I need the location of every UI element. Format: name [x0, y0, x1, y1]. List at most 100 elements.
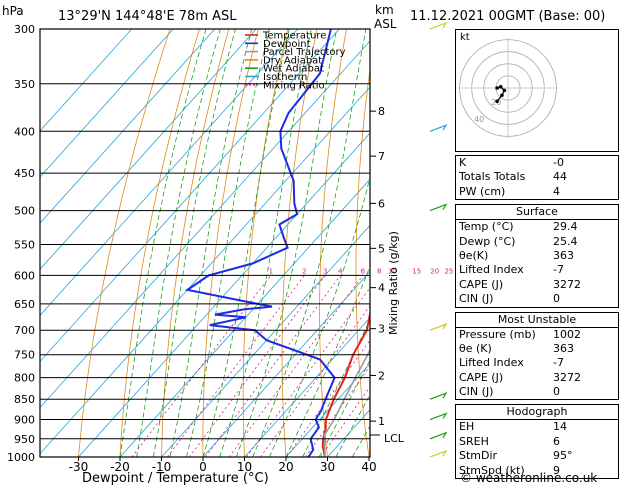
hodo-value: 95° [553, 449, 573, 463]
hodograph-kt-label: kt [460, 32, 470, 43]
wet-adiabat-line [335, 394, 370, 457]
mu-row: CIN (J) 0 [456, 385, 618, 399]
mixing-ratio-tick-label: 15 [412, 267, 421, 275]
pressure-tick-label: 450 [14, 167, 35, 180]
isotherm-line [202, 270, 370, 457]
asl-label: ASL [374, 17, 397, 31]
mixing-ratio-line [167, 275, 305, 457]
surface-value: 0 [553, 292, 560, 306]
hodo-row: StmSpd (kt) 9 [456, 464, 618, 478]
hodo-value: 9 [553, 463, 560, 477]
index-key: K [459, 156, 467, 169]
index-row: Totals Totals 44 [456, 170, 618, 184]
wet-adiabat-line [318, 359, 370, 457]
mixing-ratio-line [205, 275, 341, 457]
dry-adiabat-line [319, 29, 347, 457]
wet-adiabat-line [152, 29, 236, 457]
pressure-tick-label: 550 [14, 238, 35, 251]
lcl-label: LCL [384, 432, 404, 445]
isotherm-line [40, 29, 299, 316]
mu-value: 363 [553, 341, 574, 355]
wind-barb [429, 449, 448, 458]
mu-key: CIN (J) [459, 385, 494, 399]
surface-key: Lifted Index [459, 263, 524, 277]
temperature-tick-label: 30 [320, 460, 335, 474]
hodograph-point [495, 99, 499, 104]
wet-adiabat-line [119, 29, 207, 457]
hodograph-point [498, 84, 503, 89]
hodo-row: EH 14 [456, 420, 618, 434]
dry-adiabat-line [202, 29, 259, 457]
most-unstable-section: Most Unstable Pressure (mb) 1002 θe (K) 36… [455, 311, 619, 401]
index-row: PW (cm) 4 [456, 185, 618, 199]
series-line [323, 348, 370, 457]
pressure-tick-label: 750 [14, 349, 35, 362]
wind-barb [429, 431, 448, 440]
surface-row: Dewp (°C) 25.4 [456, 235, 618, 249]
pressure-tick-label: 650 [14, 298, 35, 311]
mixing-ratio-line [286, 339, 370, 457]
mixing-ratio-line [228, 275, 364, 457]
mixing-ratio-tick-label: 1 [269, 267, 273, 275]
surface-value: 3272 [553, 277, 581, 291]
mixing-ratio-tick-label: 8 [377, 267, 381, 275]
mixing-ratio-line [246, 287, 370, 457]
surface-row: CAPE (J) 3272 [456, 278, 618, 292]
isotherm-line [119, 178, 370, 457]
temperature-tick-label: 0 [199, 460, 207, 474]
pressure-tick-label: 300 [14, 23, 35, 36]
hodo-row: StmDir 95° [456, 449, 618, 463]
wet-adiabat-line [169, 29, 253, 457]
hodograph-point [500, 93, 504, 98]
mu-key: θe (K) [459, 341, 492, 355]
index-row: K -0 [456, 156, 618, 170]
mu-value: -7 [553, 356, 564, 370]
wet-adiabat-line [302, 318, 370, 457]
mu-row: θe (K) 363 [456, 342, 618, 356]
surface-section: Surface Temp (°C) 29.4 Dewp (°C) 25.4 θe(K… [455, 204, 619, 308]
series-line [184, 29, 336, 457]
wind-barb [429, 323, 448, 331]
plot-area [40, 17, 452, 457]
temperature-tick-label: 20 [278, 460, 293, 474]
copyright: © weatheronline.co.uk [460, 471, 598, 485]
mu-key: Lifted Index [459, 356, 524, 370]
mu-value: 0 [553, 385, 560, 399]
pressure-tick-label: 700 [14, 324, 35, 337]
wind-barb [429, 203, 448, 212]
index-value: 4 [553, 184, 560, 198]
mu-row: Lifted Index -7 [456, 356, 618, 370]
surface-row: θe(K) 363 [456, 249, 618, 263]
km-tick-label: 1 [378, 415, 385, 428]
hodograph: kt 2040 [455, 29, 619, 152]
mixing-ratio-tick-label: 4 [338, 267, 343, 275]
mixing-ratio-line [320, 386, 370, 457]
indices-panel: K -0 Totals Totals 44 PW (cm) 4 Surface Tem… [455, 155, 619, 483]
dry-adiabat-line [161, 29, 230, 457]
index-value: 44 [553, 170, 567, 184]
dry-adiabat-line [119, 29, 200, 457]
hodo-key: StmSpd (kt) [459, 463, 525, 477]
surface-row: CIN (J) 0 [456, 292, 618, 306]
km-tick-label: 4 [378, 282, 385, 295]
surface-key: Temp (°C) [459, 220, 514, 234]
mu-row: Pressure (mb) 1002 [456, 328, 618, 342]
mixing-ratio-tick-label: 10 [388, 267, 397, 275]
temperature-tick-label: -20 [110, 460, 130, 474]
surface-key: CAPE (J) [459, 277, 504, 291]
surface-title: Surface [456, 205, 618, 221]
hodo-key: StmDir [459, 449, 498, 463]
hodograph-point [495, 86, 499, 90]
wind-barb [429, 392, 448, 400]
legend-label: Parcel Trajectory [263, 47, 346, 58]
wet-adiabat-line [252, 29, 367, 457]
pressure-tick-label: 850 [14, 393, 35, 406]
temperature-tick-label: -10 [152, 460, 172, 474]
surface-value: 363 [553, 248, 574, 262]
legend-label: Dry Adiabat [263, 55, 322, 66]
mixing-ratio-tick-label: 2 [302, 267, 306, 275]
hodograph-plot: 2040 [458, 38, 558, 138]
legend-label: Dewpoint [263, 39, 311, 50]
dry-adiabat-line [425, 17, 452, 457]
temperature-tick-label: 40 [361, 460, 376, 474]
